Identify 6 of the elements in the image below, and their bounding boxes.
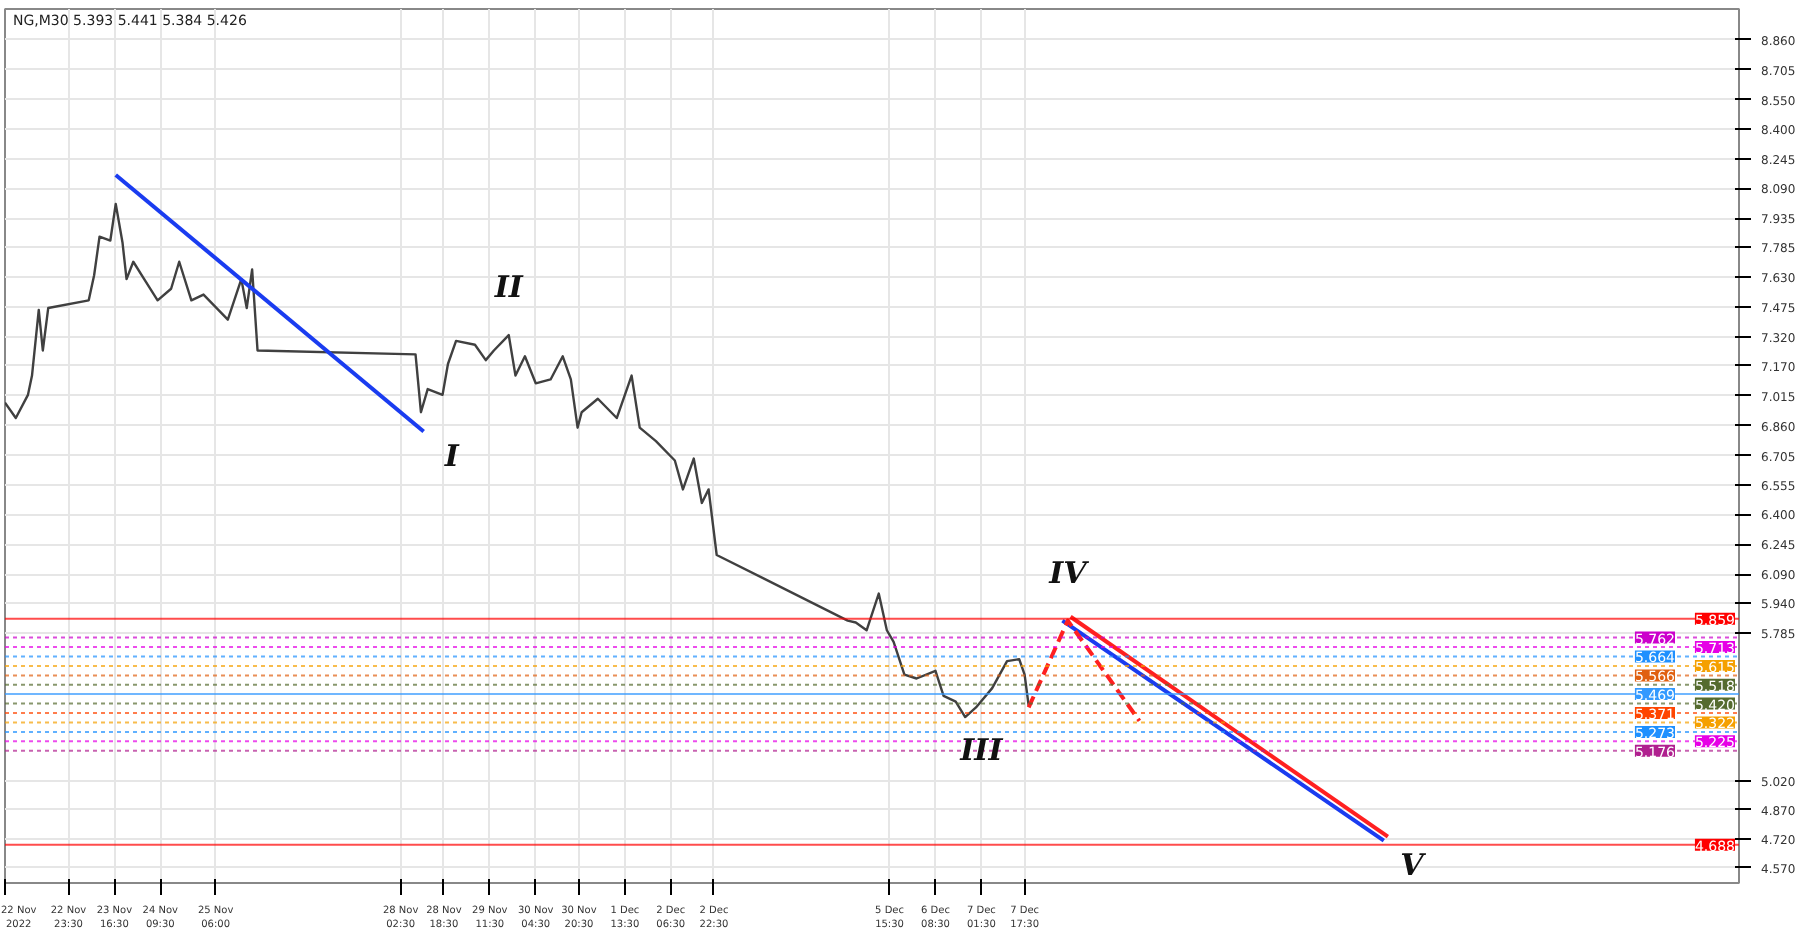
line-series — [5, 202, 1030, 719]
annotation: IV — [1047, 554, 1090, 591]
annotation: III — [958, 731, 1005, 768]
annotation: II — [492, 269, 525, 306]
annotation: I — [442, 437, 461, 474]
annotation: V — [1400, 846, 1427, 883]
